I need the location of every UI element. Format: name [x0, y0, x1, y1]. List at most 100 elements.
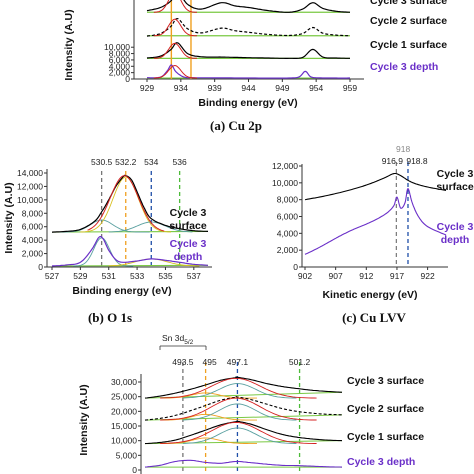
- d-y-tick-label: 30,000: [111, 377, 137, 387]
- b-x-tick-label: 535: [158, 271, 172, 281]
- d-component: [182, 403, 297, 421]
- d-y-tick-label: 10,000: [111, 436, 137, 446]
- c-series-line: [304, 172, 447, 201]
- a-y-tick-label: 8,000: [109, 49, 131, 59]
- c-label-line: Cycle 3: [437, 221, 474, 233]
- d-y-tick-label: 25,000: [111, 392, 137, 402]
- a-y-tick-label: 4,000: [109, 61, 131, 71]
- a-y-axis-title: Intensity (A.U): [63, 9, 75, 80]
- b-peak-label: 530.5: [91, 157, 113, 167]
- c-caption: (c) Cu LVV: [342, 310, 406, 325]
- b-y-tick-label: 4,000: [22, 235, 44, 245]
- d-peak-label: 497.1: [227, 357, 249, 367]
- c-peak-label: 918.8: [406, 156, 428, 166]
- d-series-label: Cycle 3 depth: [347, 456, 415, 468]
- b-label-line: depth: [174, 251, 203, 263]
- a-x-tick-label: 944: [241, 83, 255, 93]
- c-x-tick-label: 907: [329, 271, 343, 281]
- b-x-tick-label: 533: [130, 271, 144, 281]
- d-peak-label: 495: [203, 357, 217, 367]
- a-x-tick-label: 929: [140, 83, 154, 93]
- b-component: [80, 176, 172, 233]
- d-y-tick-label: 5,000: [116, 450, 138, 460]
- b-y-tick-label: 14,000: [17, 168, 43, 178]
- c-y-tick-label: 0: [293, 262, 298, 272]
- a-series-label: Cycle 3 surface: [370, 0, 447, 7]
- a-series-line: [146, 17, 351, 37]
- d-y-tick-label: 0: [132, 465, 137, 474]
- d-y-tick-label: 15,000: [111, 421, 137, 431]
- a-fit-curve: [153, 0, 197, 13]
- b-y-tick-label: 2,000: [22, 249, 44, 259]
- b-y-tick-label: 8,000: [22, 208, 44, 218]
- b-x-tick-label: 537: [187, 271, 201, 281]
- a-y-tick-label: 0: [125, 74, 130, 84]
- c-y-tick-label: 10,000: [272, 178, 298, 188]
- c-x-axis-title: Kinetic energy (eV): [322, 289, 417, 301]
- d-series-label: Cycle 3 surface: [347, 375, 424, 387]
- a-x-tick-label: 934: [174, 83, 188, 93]
- c-x-tick-label: 922: [421, 271, 435, 281]
- d-y-tick-label: 20,000: [111, 406, 137, 416]
- d-series-label: Cycle 2 surface: [347, 403, 424, 415]
- c-label-line: depth: [441, 234, 470, 246]
- a-x-tick-label: 959: [343, 83, 357, 93]
- b-peak-label: 536: [173, 157, 187, 167]
- b-y-axis-title: Intensity (A.U): [3, 182, 15, 253]
- c-y-tick-label: 2,000: [277, 245, 299, 255]
- a-y-tick-label: 6,000: [109, 55, 131, 65]
- a-series-line: [146, 0, 351, 13]
- d-series-line: [144, 376, 343, 399]
- c-x-tick-label: 902: [298, 271, 312, 281]
- a-x-tick-label: 954: [309, 83, 323, 93]
- b-y-tick-label: 6,000: [22, 222, 44, 232]
- d-series-label: Cycle 1 surface: [347, 431, 424, 443]
- b-x-tick-label: 527: [45, 271, 59, 281]
- b-peak-label: 532.2: [115, 157, 137, 167]
- b-label-line: Cycle 3: [170, 207, 207, 219]
- b-label-line: Cycle 3: [170, 238, 207, 250]
- a-fit-curve: [153, 42, 197, 59]
- a-series-line: [147, 64, 350, 79]
- d-component: [182, 427, 297, 444]
- d-fit-curve: [160, 377, 317, 399]
- c-peak-label: 918: [396, 144, 410, 154]
- a-x-tick-label: 939: [208, 83, 222, 93]
- c-y-tick-label: 8,000: [277, 195, 299, 205]
- d-fit-curve: [160, 421, 317, 444]
- b-x-axis-title: Binding energy (eV): [72, 285, 171, 297]
- b-y-tick-label: 0: [38, 262, 43, 272]
- a-fit-curve: [153, 64, 197, 79]
- d-peak-label: 493.5: [172, 357, 194, 367]
- b-label-line: surface: [169, 220, 207, 232]
- d-y-axis-title: Intensity (A.U): [78, 384, 90, 455]
- a-series-label: Cycle 2 surface: [370, 15, 447, 27]
- d-series-line: [144, 420, 343, 445]
- d-fit-curve: [160, 397, 317, 421]
- a-series-label: Cycle 1 surface: [370, 39, 447, 51]
- d-series-line: [144, 459, 342, 468]
- c-y-tick-label: 12,000: [272, 161, 298, 171]
- b-y-tick-label: 10,000: [17, 195, 43, 205]
- d-component: [160, 413, 257, 421]
- c-y-tick-label: 6,000: [277, 212, 299, 222]
- b-caption: (b) O 1s: [88, 310, 132, 325]
- b-y-tick-label: 12,000: [17, 181, 43, 191]
- a-series-line: [146, 42, 350, 59]
- a-caption: (a) Cu 2p: [210, 118, 262, 133]
- c-x-tick-label: 912: [359, 271, 373, 281]
- c-peak-label: 916.9: [382, 156, 404, 166]
- a-y-tick-label: 2,000: [109, 68, 131, 78]
- c-x-tick-label: 917: [390, 271, 404, 281]
- a-x-axis-title: Binding energy (eV): [198, 97, 297, 109]
- c-series-line: [304, 188, 447, 255]
- b-x-tick-label: 529: [73, 271, 87, 281]
- d-region-label: Sn 3d5/2: [162, 333, 194, 346]
- b-x-tick-label: 531: [102, 271, 116, 281]
- d-series-line: [144, 396, 343, 421]
- a-x-tick-label: 949: [275, 83, 289, 93]
- b-fit-curve: [87, 175, 165, 232]
- a-fit-curve: [153, 18, 198, 37]
- b-series-line: [51, 235, 208, 267]
- a-series-label: Cycle 3 depth: [370, 61, 438, 73]
